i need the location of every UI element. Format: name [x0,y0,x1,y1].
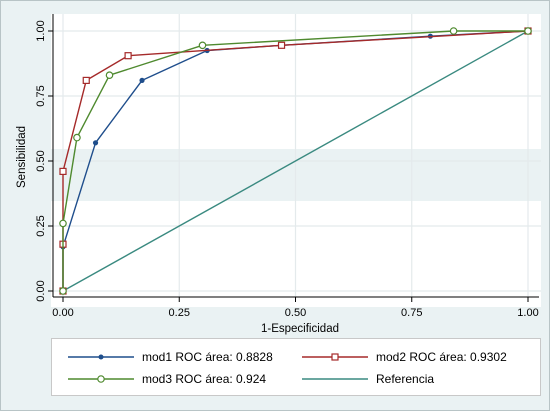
legend-item-mod3: mod3 ROC área: 0.924 [66,370,266,388]
series-1-point [92,140,99,146]
series-3-point [105,71,114,80]
y-axis-title: Sensibilidad [16,126,28,188]
series-layer [59,27,532,295]
y-tick-label: 0.75 [35,85,47,106]
series-3-point [59,219,67,228]
series-3-point [524,27,532,35]
legend-item-mod2: mod2 ROC área: 0.9302 [300,348,507,366]
x-tick-label: 0.25 [169,307,190,319]
legend-label-mod1: mod1 ROC área: 0.8828 [142,350,273,364]
x-tick-label: 1.00 [517,307,538,319]
x-axis-ticks: 0.00 0.25 0.50 0.75 1.00 [52,297,539,319]
x-tick-label: 0.75 [401,307,422,319]
legend-key-referencia [302,378,368,380]
series-2-point [59,167,67,175]
legend-label-mod3: mod3 ROC área: 0.924 [142,372,267,386]
series-3 [59,27,532,295]
y-tick-label: 0.00 [35,280,47,301]
x-tick-label: 0.00 [52,307,73,319]
series-3-point [73,133,81,142]
x-axis-title: 1-Especificidad [261,323,339,335]
legend-key-mod3 [68,375,134,383]
series-2-point [124,52,132,60]
series-2-point [277,41,286,49]
legend: mod1 ROC área: 0.8828 mod2 ROC área: 0.9… [51,338,541,396]
legend-key-mod2 [302,353,368,361]
legend-label-referencia: Referencia [376,372,435,386]
series-1-point [139,77,145,83]
legend-key-mod1 [68,354,134,360]
y-axis-ticks: 0.00 0.25 0.50 0.75 1.00 [35,20,53,302]
y-tick-label: 1.00 [35,20,47,41]
y-tick-label: 0.25 [35,215,47,236]
legend-item-referencia: Referencia [300,370,434,388]
legend-label-mod2: mod2 ROC área: 0.9302 [376,350,507,364]
series-3-point [449,27,458,35]
y-tick-label: 0.50 [35,150,47,171]
series-4-line [62,30,529,292]
series-3-point [198,41,207,50]
series-3-point [59,287,67,295]
gridlines [53,14,541,297]
legend-item-mod1: mod1 ROC área: 0.8828 [66,348,273,366]
x-tick-label: 0.50 [285,307,306,319]
series-4 [62,30,529,292]
series-2-point [82,76,90,85]
